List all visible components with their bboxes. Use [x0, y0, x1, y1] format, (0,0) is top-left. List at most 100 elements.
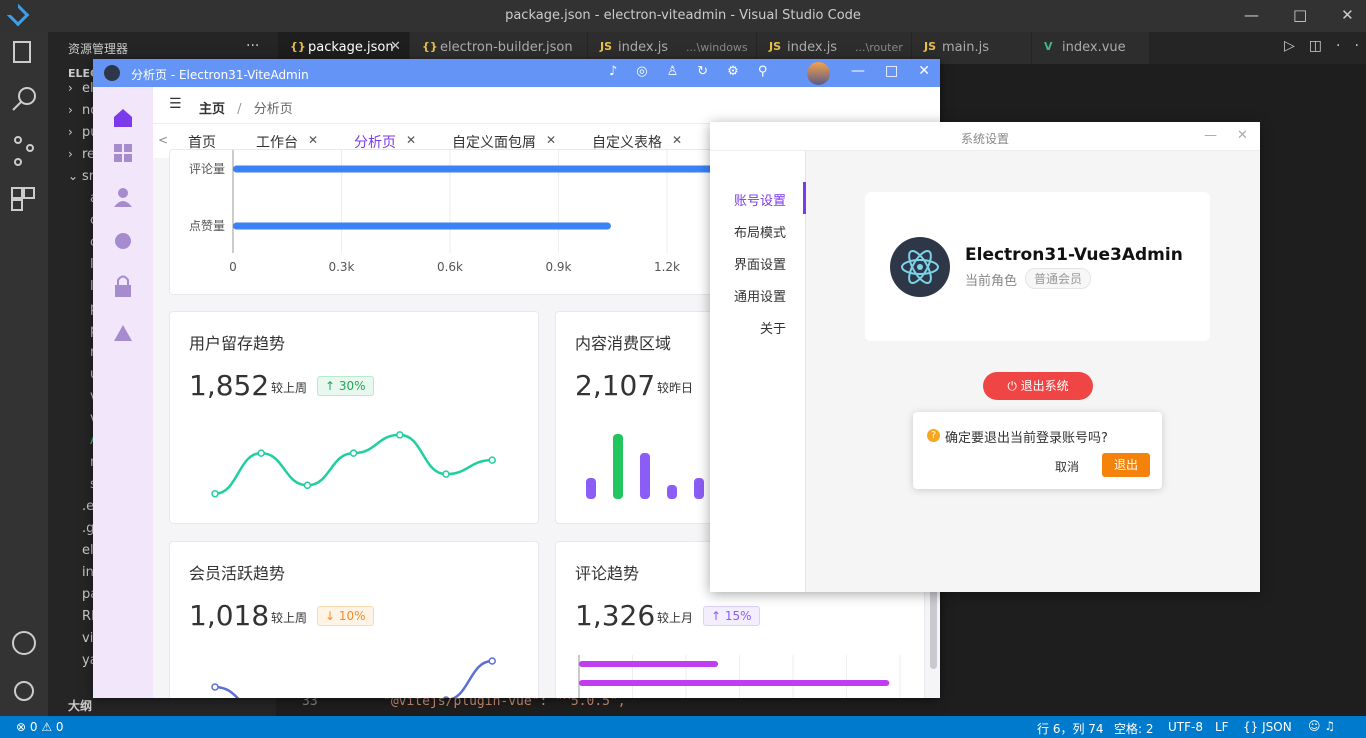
language: JSON	[1262, 720, 1292, 734]
logout-button[interactable]: ⏻ 退出系统	[983, 372, 1093, 400]
menu-item[interactable]: 关于	[759, 322, 786, 337]
tree-item[interactable]: l	[90, 279, 94, 294]
tree-item[interactable]: el	[82, 81, 94, 96]
warning-icon[interactable]	[114, 325, 132, 341]
trend-point	[303, 481, 312, 490]
app-title: 分析页 - Electron31-ViteAdmin	[131, 68, 309, 82]
menu-item[interactable]: 通用设置	[733, 290, 786, 305]
tree-item[interactable]: in	[82, 565, 94, 580]
tab-hint: ...\router	[855, 41, 903, 54]
tree-item[interactable]: .g	[82, 521, 95, 536]
tab-close[interactable]: ✕	[390, 39, 401, 54]
page-tab[interactable]: 工作台	[256, 135, 298, 151]
app-window-controls[interactable]: —□✕	[851, 63, 930, 79]
outline-section[interactable]: 大纲	[68, 699, 93, 713]
window-controls[interactable]: —□✕	[1244, 6, 1354, 24]
git-icon[interactable]	[14, 136, 22, 144]
card-title: 内容消费区域	[575, 334, 672, 353]
menu-toggle[interactable]: ☰	[169, 96, 182, 112]
bar	[667, 485, 677, 499]
page-tab[interactable]: 首页	[188, 135, 216, 151]
card-value: 2,107	[575, 369, 656, 402]
tab-icon: V	[1044, 40, 1053, 53]
editor-tab[interactable]: {} package.json ✕	[278, 32, 410, 64]
dialog-controls[interactable]: —✕	[1204, 128, 1268, 143]
user-icon[interactable]	[114, 188, 132, 207]
editor-actions[interactable]: ▷◫···	[1284, 38, 1366, 54]
bar	[233, 165, 758, 173]
encoding[interactable]: UTF-8	[1168, 720, 1203, 734]
titlebar-icons[interactable]: ♪◎♙↻⚙⚲	[609, 64, 787, 79]
tree-item[interactable]: sr	[82, 169, 95, 184]
user-avatar[interactable]	[807, 62, 830, 85]
bar	[640, 453, 650, 499]
indentation[interactable]: 空格: 2	[1114, 722, 1154, 736]
breadcrumb-separator: /	[237, 102, 242, 117]
tree-header: ELEC	[68, 67, 99, 80]
card-compare: 较上月	[657, 611, 694, 625]
explorer-more[interactable]: ···	[246, 38, 260, 54]
breadcrumb-home[interactable]: 主页	[199, 102, 226, 117]
tab-close[interactable]: ✕	[406, 133, 417, 147]
menu-item[interactable]: 布局模式	[733, 226, 786, 241]
trend-point	[349, 449, 358, 457]
tree-item[interactable]: el	[82, 543, 94, 558]
editor-tab[interactable]: JS index.js ...\windows	[588, 32, 757, 64]
explorer-title: 资源管理器	[68, 42, 129, 56]
tab-close[interactable]: ✕	[546, 133, 557, 147]
vscode-titlebar	[0, 0, 1366, 32]
confirm-icon: ?	[927, 429, 940, 442]
page-tab[interactable]: 自定义面包屑	[452, 135, 536, 151]
tree-item[interactable]: vi	[82, 631, 94, 646]
account-avatar	[890, 237, 950, 297]
language-mode[interactable]: {} JSON	[1243, 720, 1292, 734]
tab-hint: ...\windows	[686, 41, 748, 54]
lock-icon[interactable]	[115, 275, 131, 298]
app-logo	[104, 65, 120, 81]
card-value: 1,852	[189, 369, 270, 402]
card-compare: 较昨日	[657, 381, 694, 395]
page-tab[interactable]: 分析页	[354, 135, 396, 151]
home-icon[interactable]	[114, 109, 132, 127]
extensions-icon[interactable]	[11, 187, 23, 199]
cursor-position[interactable]: 行 6，列 74	[1037, 722, 1104, 736]
search-icon[interactable]	[18, 87, 36, 105]
tabs-scroll-left[interactable]: <	[158, 133, 169, 147]
confirm-cancel[interactable]: 取消	[1055, 460, 1080, 474]
menu-item[interactable]: 账号设置	[733, 194, 786, 209]
tree-item[interactable]: l	[90, 257, 94, 272]
role-label: 当前角色	[965, 274, 1018, 289]
editor-tab[interactable]: JS main.js	[912, 32, 1032, 64]
tab-icon: JS	[769, 40, 782, 53]
settings-icon[interactable]	[115, 233, 131, 249]
tree-item[interactable]: .e	[82, 499, 95, 514]
tree-arrow: ›	[68, 81, 73, 95]
editor-tab[interactable]: {} electron-builder.json	[410, 32, 588, 64]
tab-close[interactable]: ✕	[672, 133, 683, 147]
page-tab[interactable]: 自定义表格	[592, 135, 662, 151]
manage-icon[interactable]	[14, 681, 34, 701]
explorer-icon[interactable]	[13, 41, 31, 63]
trend-point	[257, 449, 265, 457]
problems[interactable]: ⊗ 0 ⚠ 0	[16, 720, 64, 734]
tree-item[interactable]: re	[82, 147, 96, 162]
app-titlebar	[93, 59, 940, 87]
status-icons[interactable]: ☺ ♫	[1308, 719, 1336, 733]
x-tick-label: 1.2k	[654, 260, 680, 274]
tree-item[interactable]: r	[90, 345, 95, 360]
tab-close[interactable]: ✕	[308, 133, 319, 147]
tab-label: index.js	[787, 40, 838, 55]
trend-point	[442, 470, 450, 478]
account-icon[interactable]	[12, 631, 36, 655]
trend-point	[396, 431, 404, 439]
bar	[613, 434, 623, 499]
editor-tab[interactable]: JS index.js ...\router	[757, 32, 912, 64]
confirm-ok[interactable]: 退出	[1102, 453, 1150, 477]
grid-icon[interactable]	[114, 144, 132, 162]
confirm-popover	[913, 412, 1162, 489]
menu-item[interactable]: 界面设置	[733, 258, 786, 273]
eol[interactable]: LF	[1215, 720, 1229, 734]
bar	[579, 661, 719, 667]
